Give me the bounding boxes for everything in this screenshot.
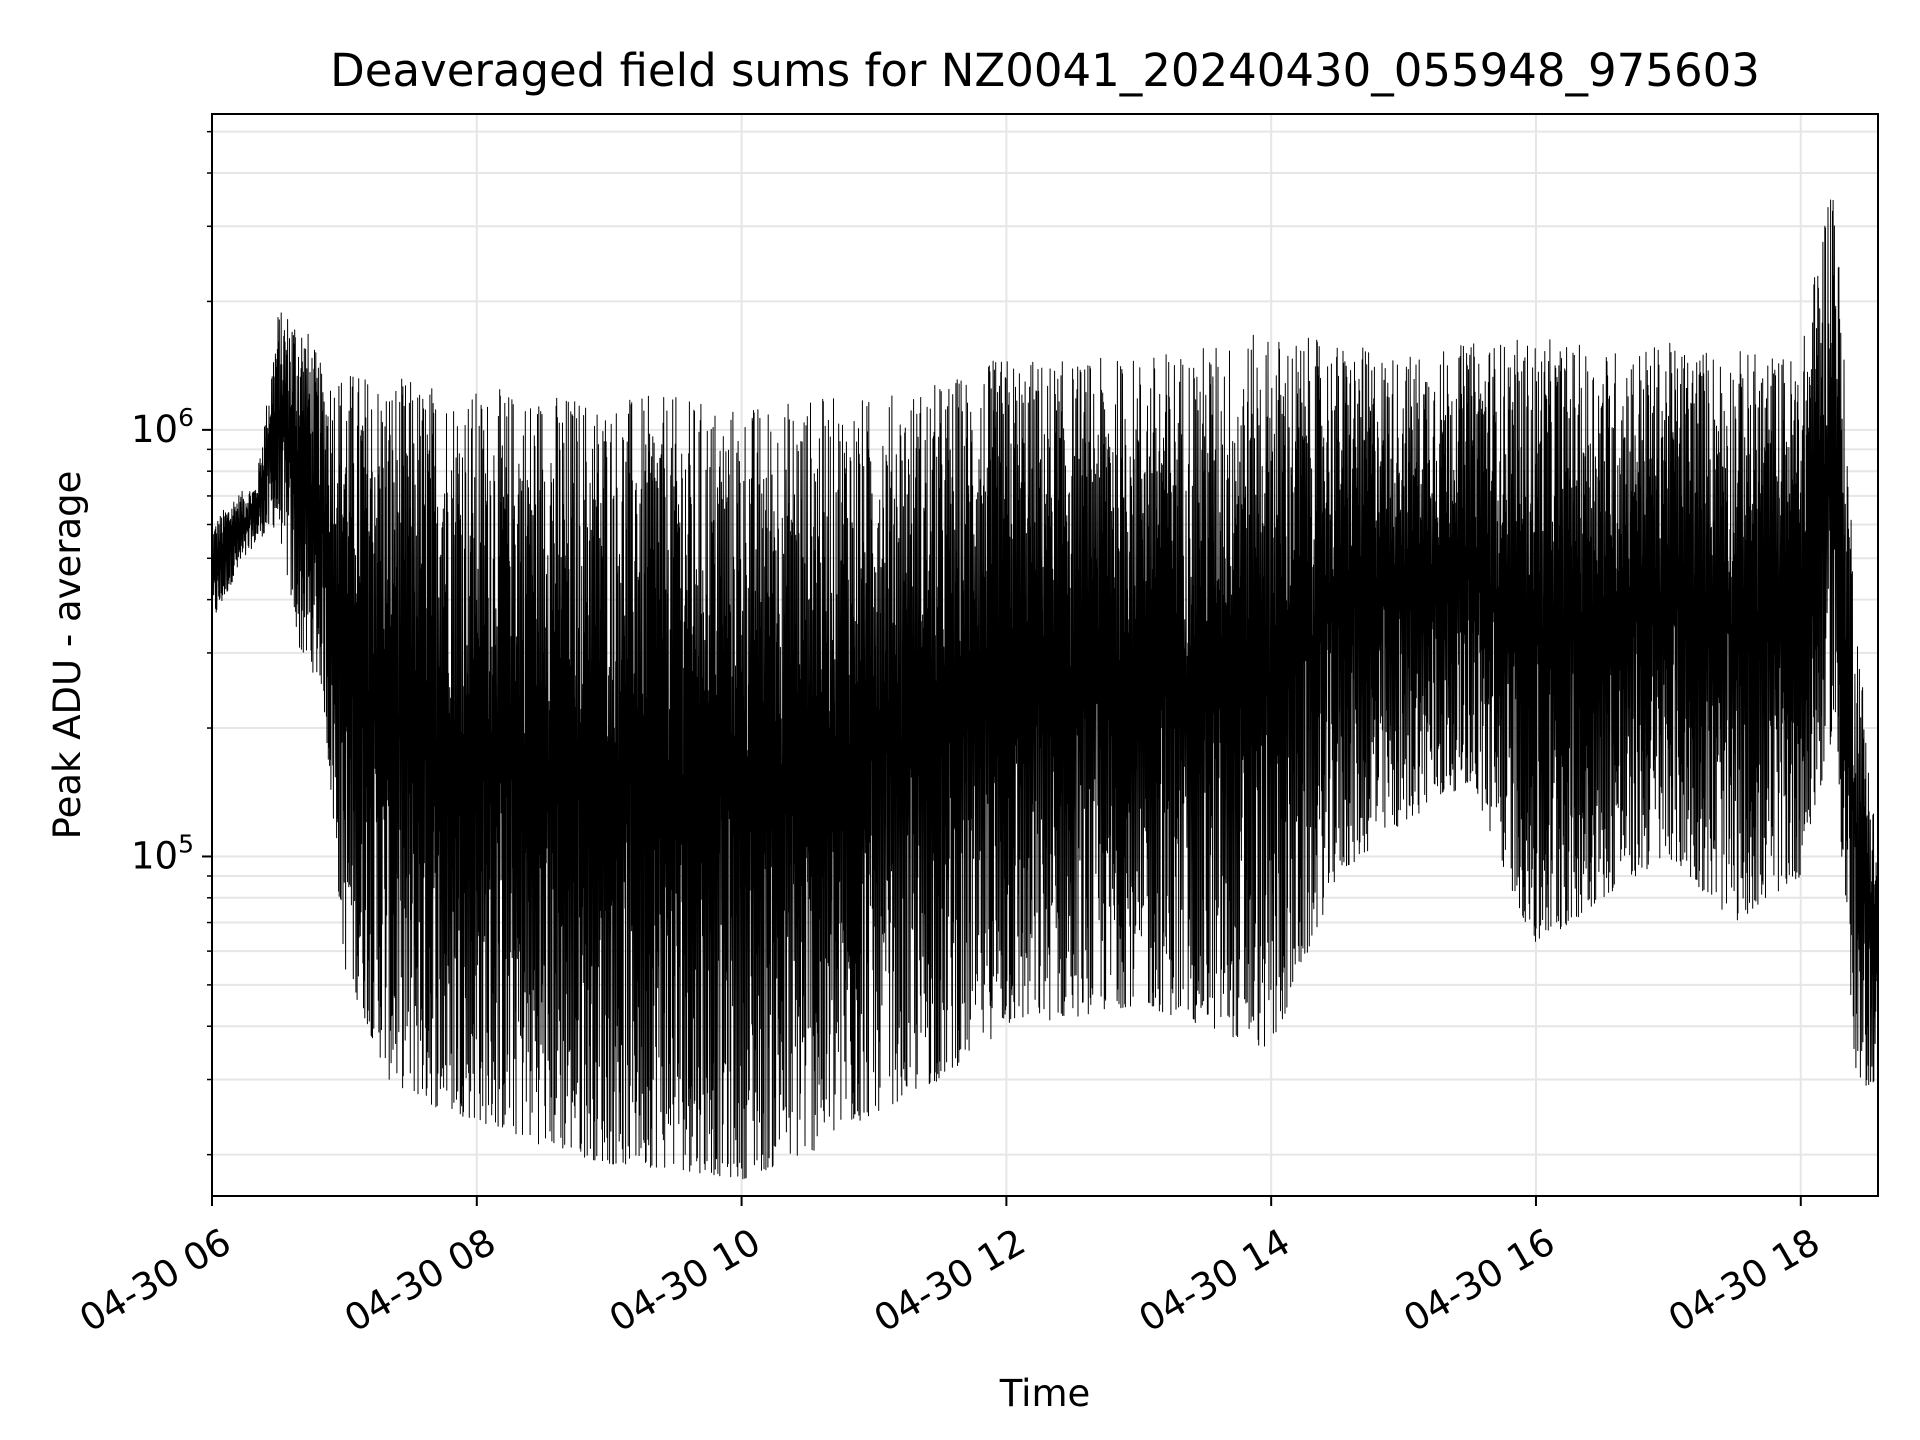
axes-frame	[211, 113, 1879, 1197]
x-axis-label: Time	[999, 1372, 1091, 1415]
chart-title: Deaveraged field sums for NZ0041_2024043…	[330, 44, 1760, 97]
plot-area	[211, 199, 1879, 1180]
y-tick-label: 106	[131, 403, 194, 451]
y-axis-label: Peak ADU - average	[46, 471, 89, 840]
y-tick-label: 105	[131, 829, 194, 877]
series-line	[211, 199, 1879, 1180]
